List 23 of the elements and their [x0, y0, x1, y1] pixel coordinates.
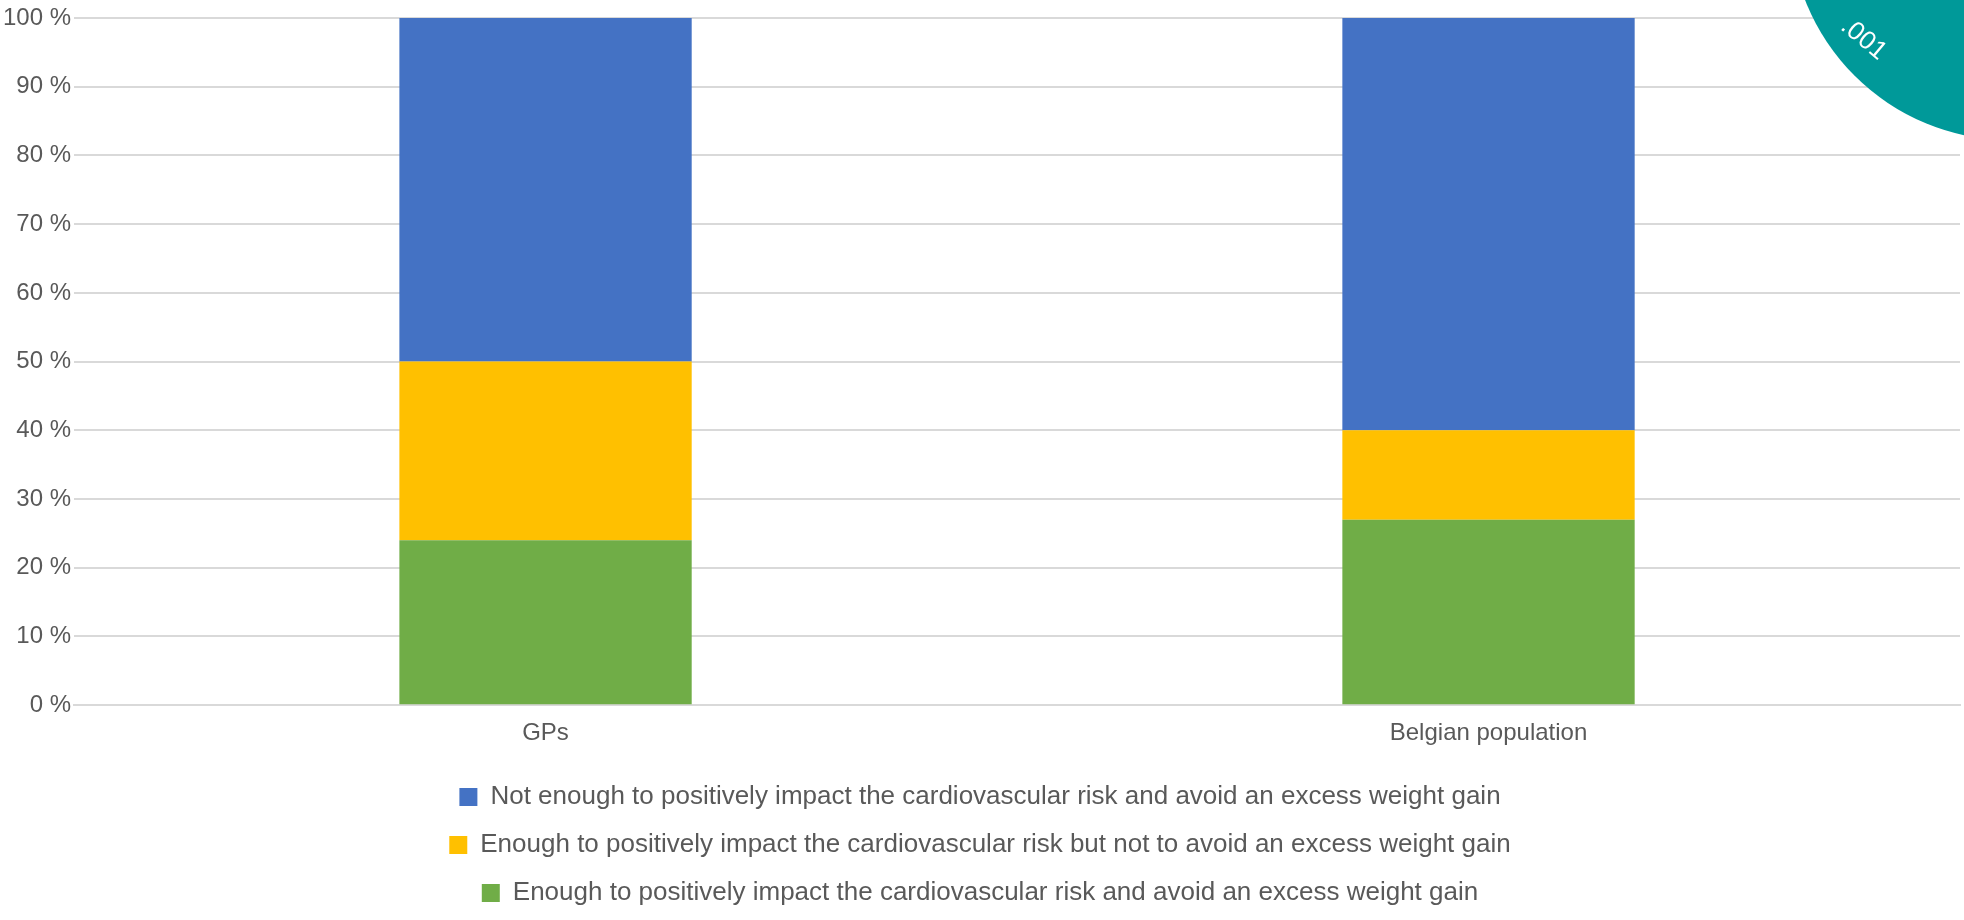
bar: [1342, 18, 1635, 431]
x-tick-label: Belgian population: [1389, 718, 1588, 746]
bar: [1342, 430, 1635, 520]
y-tick-label: 70 %: [16, 208, 72, 236]
y-tick-label: 90 %: [16, 71, 72, 99]
legend-label: Enough to positively impact the cardiovascular risk but not to avoid an excess weight gain: [480, 828, 1511, 859]
y-tick-label: 60 %: [16, 277, 72, 305]
y-tick-label: 0 %: [29, 689, 72, 717]
x-tick-label: GPs: [522, 718, 569, 746]
bar: [1342, 519, 1635, 705]
bar: [399, 361, 692, 541]
legend-label: Not enough to positively impact the cardiovascular risk and avoid an excess weight gain: [490, 780, 1501, 811]
annotation: .001: [1835, 10, 1894, 67]
y-tick-label: 30 %: [16, 483, 72, 511]
y-tick-label: 100 %: [2, 2, 72, 30]
bar: [399, 18, 692, 362]
y-tick-label: 10 %: [16, 621, 72, 649]
y-tick-label: 20 %: [16, 552, 72, 580]
y-tick-label: 80 %: [16, 140, 72, 168]
legend-label: Enough to positively impact the cardiovascular risk and avoid an excess weight gain: [512, 876, 1479, 907]
y-tick-label: 40 %: [16, 414, 72, 442]
y-tick-label: 50 %: [16, 346, 72, 374]
bar: [399, 540, 692, 705]
